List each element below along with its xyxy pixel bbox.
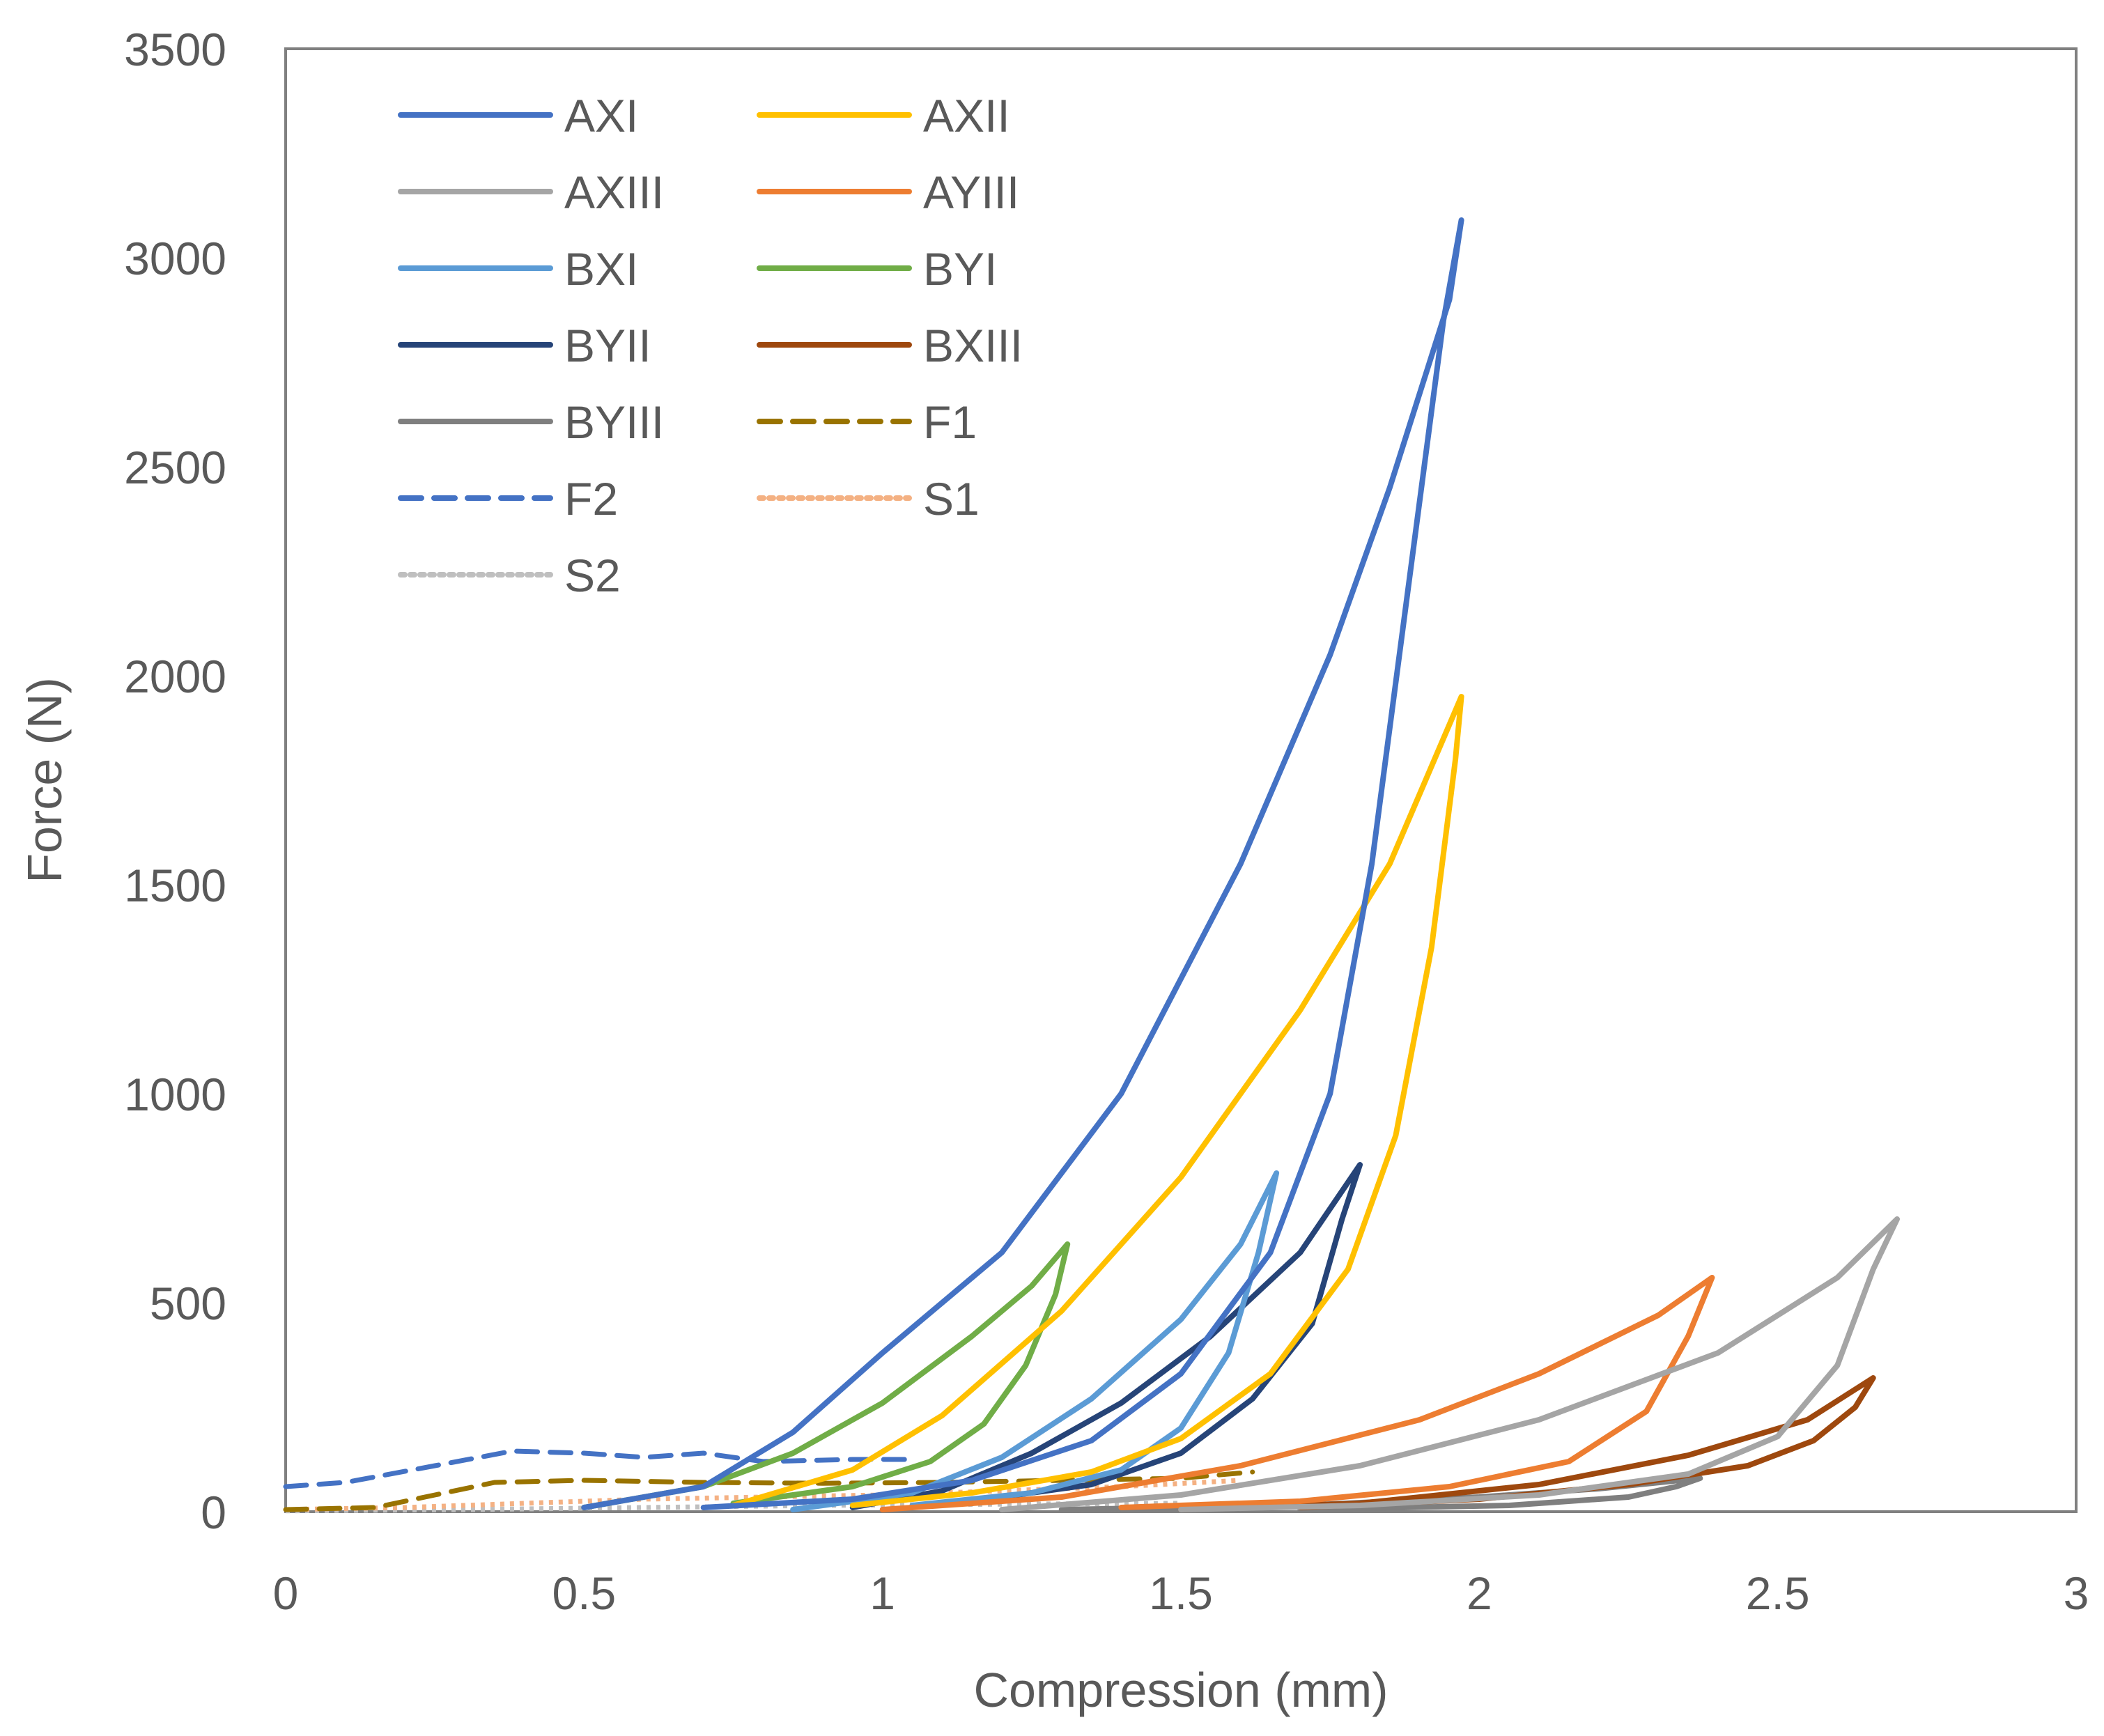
y-tick-label-3500: 3500	[124, 24, 226, 75]
legend-item-axiii: AXIII	[398, 166, 664, 218]
x-axis-title: Compression (mm)	[973, 1663, 1388, 1717]
y-tick-label-0: 0	[201, 1487, 226, 1538]
x-tick-label-1-5: 1.5	[1149, 1567, 1213, 1619]
legend-item-byiii: BYIII	[398, 396, 664, 448]
legend-label-f1: F1	[923, 396, 977, 448]
x-tick-label-2-5: 2.5	[1746, 1567, 1810, 1619]
series-line-byii	[849, 1162, 1363, 1510]
y-tick-label-2500: 2500	[124, 442, 226, 493]
x-axis-ticks: 0 0.5 1 1.5 2 2.5 3	[273, 1567, 2089, 1619]
legend-label-byi: BYI	[923, 243, 997, 295]
x-tick-label-0: 0	[273, 1567, 299, 1619]
legend-item-s2: S2	[398, 550, 621, 601]
series-line-axi	[581, 217, 1464, 1510]
x-tick-label-1: 1	[869, 1567, 895, 1619]
y-tick-label-3000: 3000	[124, 233, 226, 284]
legend-item-f2: F2	[398, 473, 618, 525]
series-line-s2	[285, 1501, 1182, 1514]
legend-label-axiii: AXIII	[564, 166, 664, 218]
legend-label-byiii: BYIII	[564, 396, 664, 448]
series-layer	[283, 217, 1900, 1514]
legend-label-ayiii: AYIII	[923, 166, 1019, 218]
legend-label-s2: S2	[564, 550, 621, 601]
legend-item-ayiii: AYIII	[757, 166, 1019, 218]
y-tick-label-500: 500	[150, 1278, 226, 1329]
x-tick-label-0-5: 0.5	[552, 1567, 616, 1619]
legend-item-axi: AXI	[398, 90, 638, 141]
series-line-axii	[730, 694, 1464, 1508]
y-tick-label-2000: 2000	[124, 651, 226, 702]
legend-item-bxiii: BXIII	[757, 320, 1023, 371]
x-tick-label-3: 3	[2064, 1567, 2089, 1619]
legend-item-byi: BYI	[757, 243, 997, 295]
legend-label-axii: AXII	[923, 90, 1010, 141]
legend-label-bxiii: BXIII	[923, 320, 1023, 371]
y-axis-ticks: 0 500 1000 1500 2000 2500 3000 3500	[124, 24, 226, 1538]
legend-label-byii: BYII	[564, 320, 651, 371]
legend-item-s1: S1	[757, 473, 980, 525]
legend-item-byii: BYII	[398, 320, 651, 371]
x-tick-label-2: 2	[1467, 1567, 1492, 1619]
legend-label-s1: S1	[923, 473, 980, 525]
series-line-s1	[285, 1478, 1241, 1512]
y-tick-label-1000: 1000	[124, 1069, 226, 1120]
legend-label-axi: AXI	[564, 90, 638, 141]
series-line-ayiii	[879, 1275, 1715, 1512]
series-line-byi	[581, 1241, 1071, 1510]
legend-label-f2: F2	[564, 473, 618, 525]
legend-item-bxi: BXI	[398, 243, 638, 295]
series-line-f2	[283, 1448, 915, 1489]
series-line-bxi	[790, 1170, 1280, 1512]
y-axis-title: Force (N)	[17, 677, 72, 883]
y-tick-label-1500: 1500	[124, 860, 226, 911]
legend: AXI AXII AXIII AYIII BXI BYI BYII BXIII BYIII F1 F…	[398, 90, 1023, 601]
legend-label-bxi: BXI	[564, 243, 638, 295]
legend-item-axii: AXII	[757, 90, 1010, 141]
legend-item-f1: F1	[757, 396, 977, 448]
series-line-axiii	[999, 1216, 1900, 1512]
